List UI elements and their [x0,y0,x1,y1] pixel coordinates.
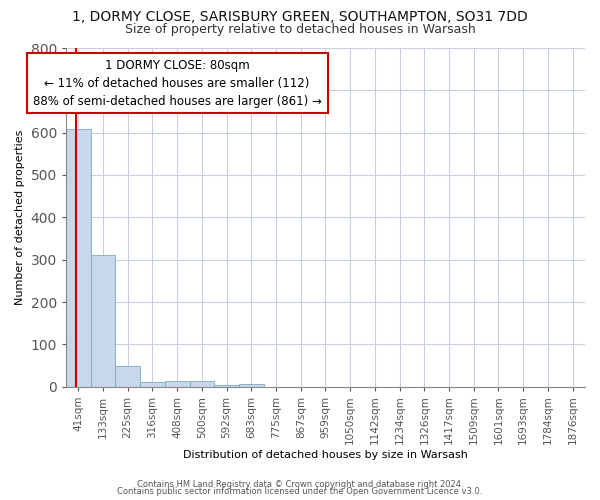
Text: 1 DORMY CLOSE: 80sqm
← 11% of detached houses are smaller (112)
88% of semi-deta: 1 DORMY CLOSE: 80sqm ← 11% of detached h… [33,58,322,108]
Bar [190,381,214,386]
Text: Size of property relative to detached houses in Warsash: Size of property relative to detached ho… [125,22,475,36]
Bar [214,384,239,386]
Text: 1, DORMY CLOSE, SARISBURY GREEN, SOUTHAMPTON, SO31 7DD: 1, DORMY CLOSE, SARISBURY GREEN, SOUTHAM… [72,10,528,24]
Bar [91,256,115,386]
Bar [115,366,140,386]
Bar [140,382,165,386]
Bar [239,384,263,386]
Bar [165,381,190,386]
Y-axis label: Number of detached properties: Number of detached properties [15,130,25,305]
Text: Contains public sector information licensed under the Open Government Licence v3: Contains public sector information licen… [118,488,482,496]
X-axis label: Distribution of detached houses by size in Warsash: Distribution of detached houses by size … [183,450,468,460]
Text: Contains HM Land Registry data © Crown copyright and database right 2024.: Contains HM Land Registry data © Crown c… [137,480,463,489]
Bar [66,130,91,386]
